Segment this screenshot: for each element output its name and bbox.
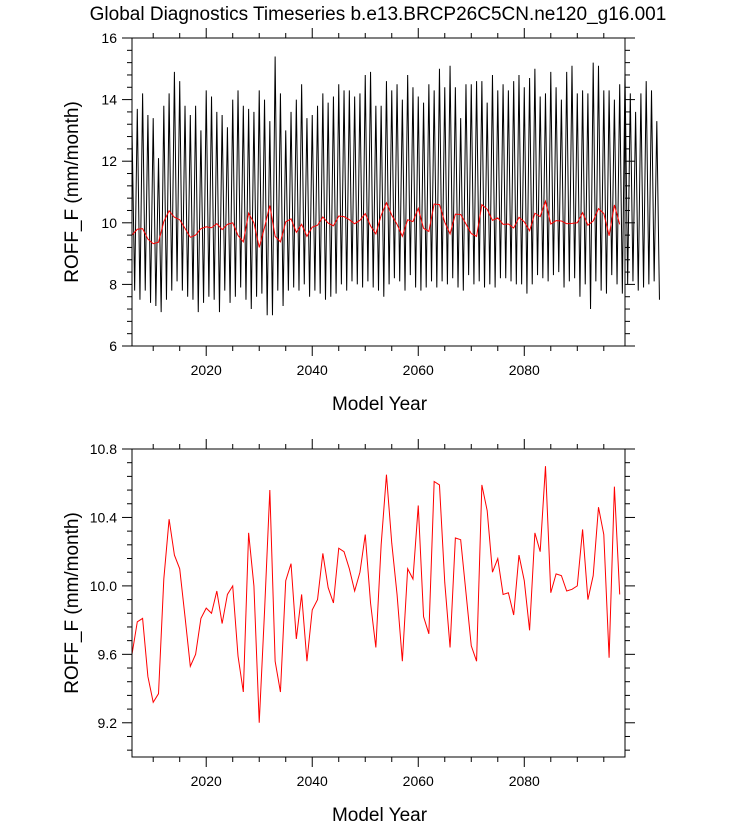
chart1-y-axis-title: ROFF_F (mm/month) xyxy=(62,101,83,283)
chart1-x-tick-label: 2060 xyxy=(403,362,434,378)
chart1-y-tick-label: 6 xyxy=(109,338,117,354)
chart2-y-tick-label: 10.4 xyxy=(90,509,117,525)
chart1-y-tick-label: 10 xyxy=(101,215,117,231)
chart1-y-tick-label: 14 xyxy=(101,92,117,108)
chart2-x-tick-label: 2040 xyxy=(297,773,328,789)
chart2-x-tick-label: 2020 xyxy=(191,773,222,789)
chart1-series-monthly-line xyxy=(131,56,660,316)
chart2-x-axis-title: Model Year xyxy=(332,805,428,826)
chart1-y-tick-label: 12 xyxy=(101,153,117,169)
chart1-x-tick-label: 2040 xyxy=(297,362,328,378)
chart1-plot-frame xyxy=(131,37,626,347)
chart1-x-tick-label: 2020 xyxy=(191,362,222,378)
chart1-x-tick-label: 2080 xyxy=(509,362,540,378)
page-title: Global Diagnostics Timeseries b.e13.BRCP… xyxy=(89,4,667,25)
chart1-series-annual-mean-line xyxy=(131,199,621,248)
chart2-y-tick-label: 10.0 xyxy=(90,578,117,594)
chart1-y-tick-label: 8 xyxy=(109,276,117,292)
chart2-plot-frame xyxy=(131,448,626,758)
chart2-y-tick-label: 10.8 xyxy=(90,441,117,457)
chart1-x-axis-title: Model Year xyxy=(332,394,428,415)
chart2-y-tick-label: 9.2 xyxy=(98,715,118,731)
chart2-x-tick-label: 2080 xyxy=(509,773,540,789)
chart2-series-annual-mean-line xyxy=(131,466,621,723)
chart1-y-tick-label: 16 xyxy=(101,30,117,46)
chart2-y-axis-title: ROFF_F (mm/month) xyxy=(62,512,83,694)
chart2-x-tick-label: 2060 xyxy=(403,773,434,789)
chart2-y-tick-label: 9.6 xyxy=(98,646,118,662)
